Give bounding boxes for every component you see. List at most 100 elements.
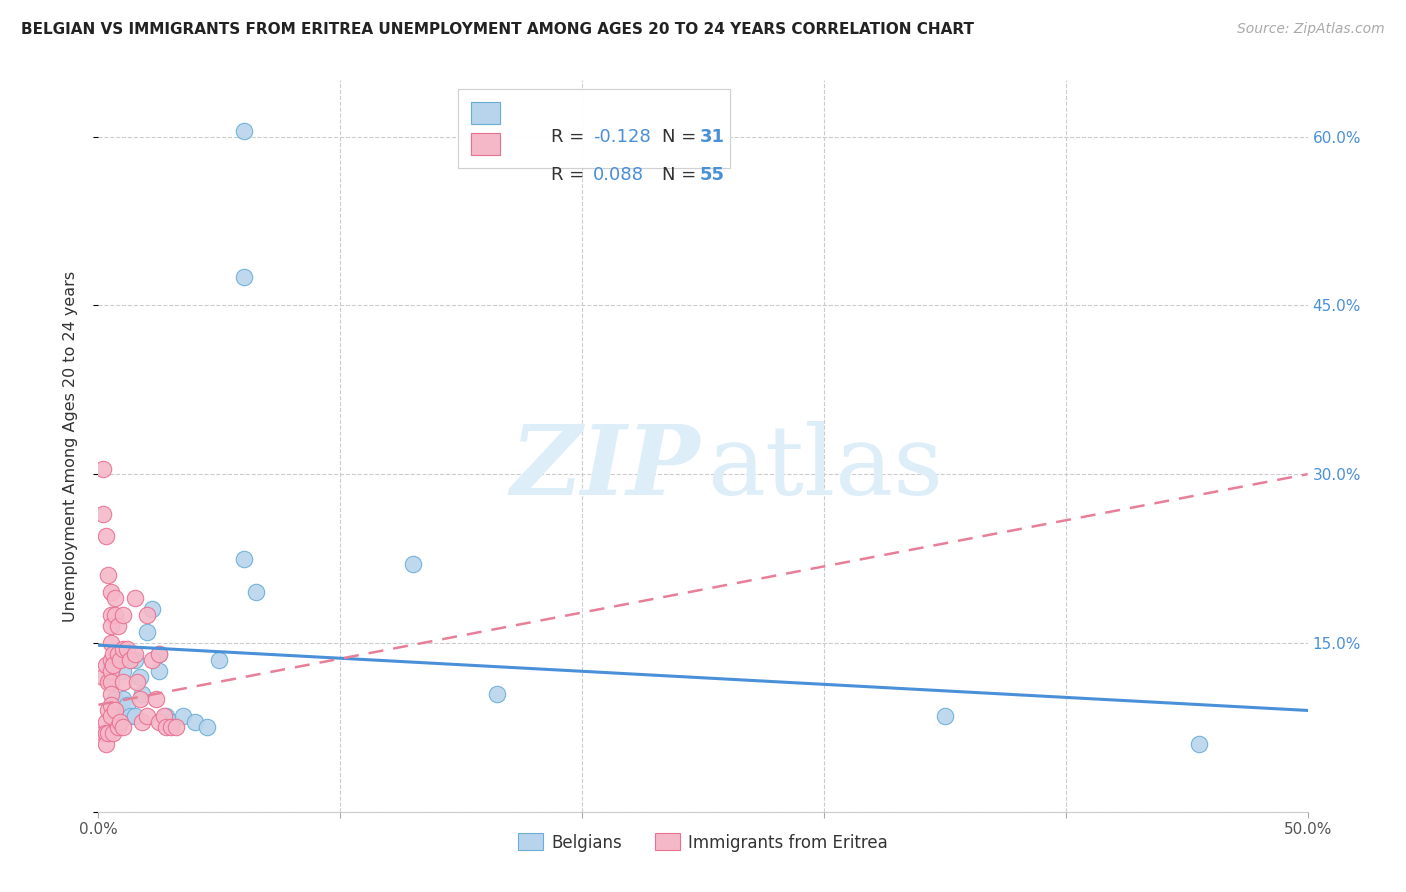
Text: -0.128: -0.128 bbox=[593, 128, 651, 146]
Point bbox=[148, 647, 170, 661]
Point bbox=[94, 658, 117, 673]
Point bbox=[148, 664, 170, 678]
Point bbox=[91, 726, 114, 740]
Point bbox=[101, 647, 124, 661]
Point bbox=[107, 647, 129, 661]
Point bbox=[117, 641, 139, 656]
Point bbox=[124, 591, 146, 605]
Point bbox=[100, 709, 122, 723]
Point bbox=[128, 670, 150, 684]
Point bbox=[104, 607, 127, 622]
Text: N =: N = bbox=[662, 128, 702, 146]
Point bbox=[94, 737, 117, 751]
Point bbox=[172, 709, 194, 723]
Point bbox=[124, 647, 146, 661]
Point bbox=[97, 675, 120, 690]
Point bbox=[486, 687, 509, 701]
Point bbox=[91, 670, 114, 684]
Point bbox=[100, 675, 122, 690]
Point bbox=[101, 658, 124, 673]
Point bbox=[108, 653, 131, 667]
Point bbox=[97, 703, 120, 717]
Point bbox=[100, 607, 122, 622]
Text: 55: 55 bbox=[700, 166, 725, 184]
Text: ZIP: ZIP bbox=[510, 421, 699, 515]
Legend: Belgians, Immigrants from Eritrea: Belgians, Immigrants from Eritrea bbox=[512, 827, 894, 858]
Point bbox=[100, 687, 122, 701]
Point bbox=[1188, 737, 1211, 751]
Point bbox=[100, 658, 122, 673]
Point bbox=[127, 675, 149, 690]
Point bbox=[111, 647, 134, 661]
Point bbox=[195, 720, 218, 734]
Point bbox=[148, 714, 170, 729]
Point bbox=[118, 653, 141, 667]
Point bbox=[152, 709, 174, 723]
Point bbox=[107, 720, 129, 734]
Point bbox=[155, 720, 177, 734]
Point bbox=[111, 675, 134, 690]
Point bbox=[101, 726, 124, 740]
Point bbox=[104, 703, 127, 717]
Point bbox=[107, 709, 129, 723]
Point bbox=[131, 687, 153, 701]
Point bbox=[94, 726, 117, 740]
Text: 31: 31 bbox=[700, 128, 725, 146]
Point bbox=[117, 698, 139, 712]
Point bbox=[97, 726, 120, 740]
Point bbox=[100, 664, 122, 678]
Point bbox=[104, 698, 127, 712]
Text: atlas: atlas bbox=[707, 421, 942, 515]
Point bbox=[100, 585, 122, 599]
Point bbox=[165, 720, 187, 734]
Point bbox=[155, 709, 177, 723]
Text: BELGIAN VS IMMIGRANTS FROM ERITREA UNEMPLOYMENT AMONG AGES 20 TO 24 YEARS CORREL: BELGIAN VS IMMIGRANTS FROM ERITREA UNEMP… bbox=[21, 22, 974, 37]
Point bbox=[118, 709, 141, 723]
Point bbox=[184, 714, 207, 729]
Point bbox=[94, 529, 117, 543]
Point bbox=[91, 507, 114, 521]
Point bbox=[124, 653, 146, 667]
Point bbox=[232, 124, 254, 138]
Point bbox=[124, 709, 146, 723]
Point bbox=[232, 270, 254, 285]
Point bbox=[135, 709, 157, 723]
Point bbox=[111, 607, 134, 622]
Text: 0.088: 0.088 bbox=[593, 166, 644, 184]
Text: N =: N = bbox=[662, 166, 702, 184]
Text: Source: ZipAtlas.com: Source: ZipAtlas.com bbox=[1237, 22, 1385, 37]
Point bbox=[104, 692, 127, 706]
Point bbox=[111, 720, 134, 734]
Point bbox=[111, 641, 134, 656]
Point bbox=[141, 653, 163, 667]
Point bbox=[135, 607, 157, 622]
Point bbox=[104, 591, 127, 605]
Y-axis label: Unemployment Among Ages 20 to 24 years: Unemployment Among Ages 20 to 24 years bbox=[63, 270, 77, 622]
Point bbox=[100, 653, 122, 667]
Point bbox=[232, 551, 254, 566]
Point bbox=[107, 619, 129, 633]
Point bbox=[108, 714, 131, 729]
Point bbox=[160, 714, 183, 729]
Point bbox=[97, 568, 120, 582]
Point bbox=[402, 557, 425, 571]
Point bbox=[141, 602, 163, 616]
Point bbox=[934, 709, 956, 723]
Point bbox=[208, 653, 231, 667]
Point bbox=[148, 647, 170, 661]
Point bbox=[160, 720, 183, 734]
Point bbox=[135, 624, 157, 639]
Text: R =: R = bbox=[551, 166, 589, 184]
Point bbox=[131, 714, 153, 729]
Point bbox=[111, 664, 134, 678]
Point bbox=[145, 692, 167, 706]
Point bbox=[107, 720, 129, 734]
Point bbox=[100, 619, 122, 633]
Point bbox=[100, 698, 122, 712]
Text: R =: R = bbox=[551, 128, 589, 146]
Point bbox=[100, 636, 122, 650]
Point bbox=[94, 714, 117, 729]
Point bbox=[111, 692, 134, 706]
Point bbox=[91, 461, 114, 475]
Point bbox=[245, 585, 267, 599]
